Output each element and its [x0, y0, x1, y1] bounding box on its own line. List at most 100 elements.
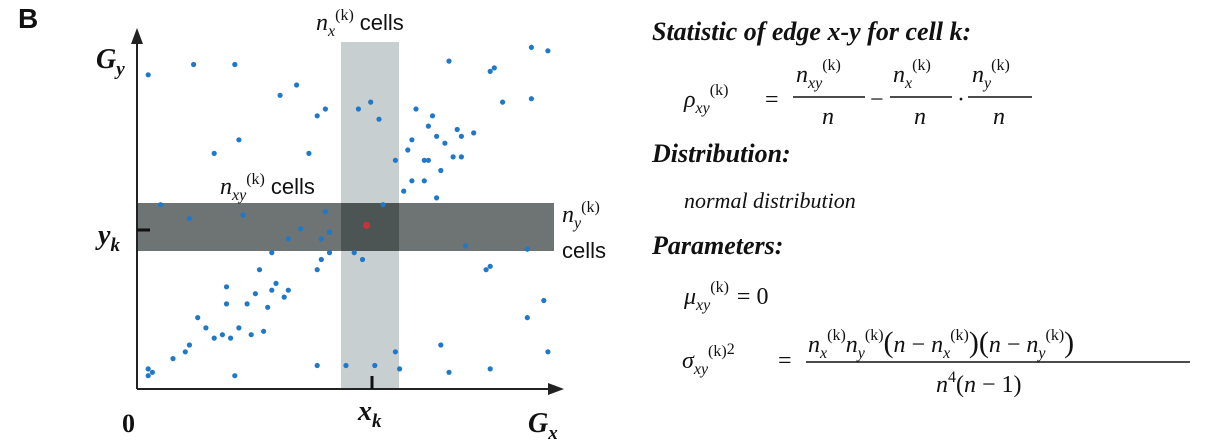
scatter-point — [528, 96, 535, 102]
scatter-point — [314, 113, 320, 119]
scatter-point — [446, 58, 452, 64]
scatter-point — [261, 328, 267, 334]
scatter-point — [182, 349, 188, 355]
scatter-point — [487, 68, 493, 74]
scatter-point — [487, 366, 493, 372]
highlighted-cell-point — [363, 221, 371, 229]
scatter-point — [372, 362, 378, 369]
scatter-point — [524, 315, 530, 321]
scatter-point — [145, 373, 151, 379]
scatter-point — [211, 335, 217, 341]
scatter-point — [285, 287, 291, 293]
scatter-point — [256, 267, 263, 273]
scatter-point — [528, 44, 535, 51]
scatter-point — [401, 188, 407, 194]
y-axis-label: Gy — [96, 44, 125, 80]
scatter-point — [186, 215, 192, 221]
svg-text:nxy(k): nxy(k) — [796, 57, 841, 92]
scatter-point — [355, 106, 361, 112]
scatter-point — [306, 150, 312, 156]
svg-text:n: n — [914, 104, 926, 130]
svg-text:=: = — [778, 348, 792, 374]
scatter-point — [248, 332, 254, 338]
scatter-point — [219, 332, 225, 338]
scatter-point — [541, 297, 547, 304]
panel-label: B — [18, 3, 38, 34]
scatter-point — [170, 356, 176, 362]
scatter-point — [318, 256, 324, 263]
scatter-point — [318, 236, 324, 242]
scatter-point — [351, 250, 357, 256]
ny-cells-label: ny(k) — [562, 199, 600, 232]
svg-text:ny(k): ny(k) — [972, 57, 1010, 92]
scatter-point — [186, 342, 192, 348]
scatter-point — [454, 126, 460, 133]
scatter-point — [421, 178, 427, 184]
scatter-point — [273, 280, 279, 286]
scatter-point — [458, 133, 464, 139]
svg-text:n: n — [822, 104, 834, 130]
ny-cells-word: cells — [562, 238, 606, 263]
scatter-point — [265, 304, 271, 310]
rho-formula: ρxy(k) = nxy(k) n − nx(k) n · ny(k) n — [683, 57, 1032, 130]
statistic-heading: Statistic of edge x-y for cell k: — [652, 17, 971, 46]
scatter-point — [438, 342, 444, 348]
scatter-point — [392, 157, 398, 163]
scatter-point — [487, 263, 493, 269]
scatter-point — [545, 48, 551, 54]
scatter-point — [223, 284, 230, 290]
svg-text:−: − — [870, 87, 884, 113]
scatter-point — [314, 267, 320, 273]
scatter-point — [191, 61, 197, 68]
scatter-point — [326, 229, 333, 235]
scatter-point — [429, 113, 436, 119]
scatter-point — [294, 82, 300, 88]
scatter-point — [232, 61, 238, 68]
svg-text:nx(k): nx(k) — [893, 57, 931, 92]
scatter-point — [269, 250, 275, 256]
scatter-point — [277, 92, 283, 98]
scatter-point — [359, 256, 366, 263]
scatter-point — [446, 369, 452, 375]
nxy-cells-label: nxy(k) cells — [220, 171, 315, 204]
scatter-point — [314, 362, 320, 369]
scatter-point — [524, 246, 530, 252]
scatter-point — [405, 147, 411, 153]
scatter-point — [380, 202, 386, 208]
yk-label: yk — [95, 220, 120, 256]
svg-text:·: · — [957, 87, 965, 113]
scatter-point — [158, 202, 164, 208]
scatter-point — [236, 137, 242, 143]
scatter-point — [392, 349, 398, 355]
distribution-text: normal distribution — [684, 188, 856, 213]
scatter-point — [409, 137, 415, 143]
svg-text:=: = — [765, 87, 779, 113]
svg-text:n: n — [993, 104, 1005, 130]
scatter-point — [223, 301, 230, 307]
scatter-point — [450, 154, 456, 160]
scatter-point — [145, 72, 151, 78]
scatter-point — [322, 106, 328, 112]
svg-text:ρxy(k): ρxy(k) — [683, 82, 728, 117]
scatter-point — [471, 130, 477, 136]
scatter-point — [195, 315, 201, 321]
scatter-point — [236, 325, 242, 331]
scatter-point — [491, 65, 497, 71]
scatter-point — [425, 157, 431, 163]
scatter-point — [425, 123, 431, 129]
scatter-point — [409, 178, 415, 184]
scatter-point — [500, 99, 506, 105]
distribution-heading: Distribution: — [651, 139, 791, 168]
scatter-point — [421, 157, 427, 163]
scatter-point — [252, 291, 258, 297]
parameters-heading: Parameters: — [651, 231, 783, 260]
scatter-point — [281, 294, 287, 300]
y-axis-arrow-icon — [131, 28, 143, 44]
scatter-point — [438, 167, 444, 174]
scatter-point — [368, 99, 374, 105]
scatter-point — [483, 267, 489, 273]
scatter-point — [203, 325, 209, 331]
scatter-point — [211, 150, 217, 156]
band-overlap — [341, 203, 399, 251]
